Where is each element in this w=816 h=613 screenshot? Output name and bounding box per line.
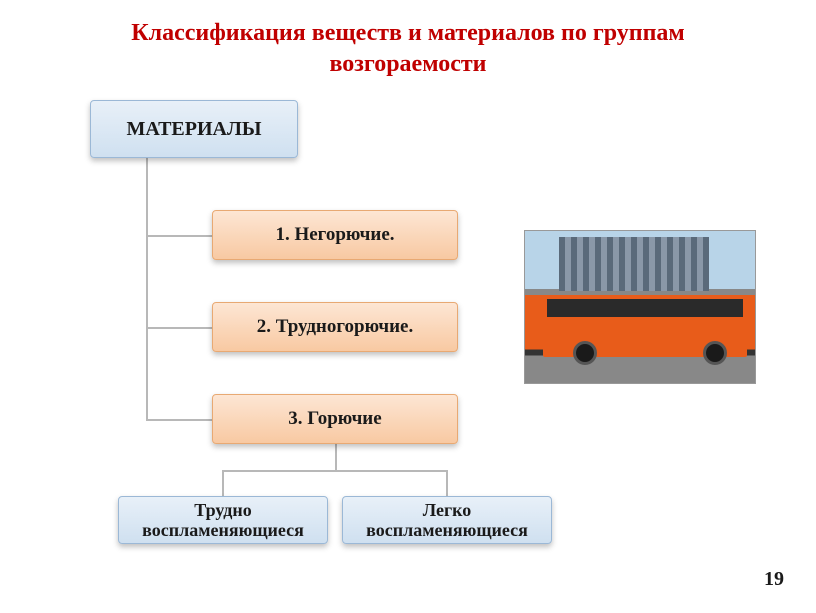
connector <box>222 470 224 496</box>
connector <box>335 444 337 470</box>
title-line2: возгораемости <box>329 51 486 77</box>
title-line1: Классификация веществ и материалов по гр… <box>131 20 685 46</box>
node-child-2: 2. Трудногорючие. <box>212 302 458 352</box>
node-child-1-label: 1. Негорючие. <box>275 224 394 246</box>
node-leaf-1-label: Трудно воспламеняющиеся <box>142 500 304 541</box>
node-child-2-label: 2. Трудногорючие. <box>257 316 414 338</box>
node-child-3: 3. Горючие <box>212 394 458 444</box>
node-child-3-label: 3. Горючие <box>288 408 381 430</box>
node-child-1: 1. Негорючие. <box>212 210 458 260</box>
bus-windows <box>547 299 743 317</box>
node-leaf-2-label: Легко воспламеняющиеся <box>366 500 528 541</box>
node-leaf-1: Трудно воспламеняющиеся <box>118 496 328 544</box>
building-background <box>559 237 709 291</box>
connector <box>446 470 448 496</box>
bus-wheel-rear <box>703 341 727 365</box>
connector <box>146 235 212 237</box>
hierarchy-diagram: МАТЕРИАЛЫ 1. Негорючие. 2. Трудногорючие… <box>0 80 816 600</box>
connector <box>146 158 148 420</box>
node-root-label: МАТЕРИАЛЫ <box>127 118 262 141</box>
node-root-materials: МАТЕРИАЛЫ <box>90 100 298 158</box>
node-leaf-2: Легко воспламеняющиеся <box>342 496 552 544</box>
slide-title: Классификация веществ и материалов по гр… <box>0 0 816 80</box>
bus-wheel-front <box>573 341 597 365</box>
bus-photo <box>524 230 756 384</box>
connector <box>222 470 448 472</box>
connector <box>146 327 212 329</box>
connector <box>146 419 212 421</box>
page-number: 19 <box>764 568 784 591</box>
